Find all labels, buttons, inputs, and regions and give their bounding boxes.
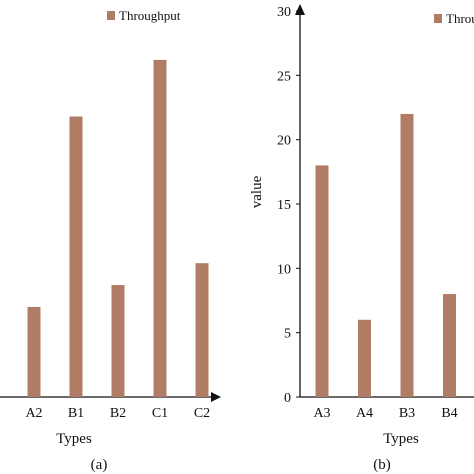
panel-b-bar-a4 (358, 319, 371, 397)
panel-a-caption: (a) (91, 457, 108, 473)
panel-a-x-tick-labels: A2 B1 B2 C1 C2 (25, 406, 210, 421)
panel-b-bar-a3 (315, 165, 329, 397)
panel-b-bar-b3 (400, 113, 414, 397)
panel-a-legend-swatch (107, 11, 115, 20)
panel-a-bars (27, 59, 209, 398)
panel-a-legend-label: Throughput (119, 8, 181, 23)
panel-b-x-tick-a3: A3 (313, 406, 330, 421)
panel-b-y-tick-label-30: 30 (277, 5, 291, 20)
panel-b-y-axis-arrow (295, 4, 305, 15)
panel-b-y-tick-label-10: 10 (277, 262, 291, 277)
panel-b-x-tick-labels: A3 A4 B3 B4 (313, 406, 457, 421)
panel-b: 0 5 10 15 20 25 30 A3 A4 B3 B4 value Types (b) Th… (249, 4, 474, 473)
panel-b-y-tick-label-25: 25 (277, 69, 291, 84)
panel-a-x-axis-arrow (211, 392, 221, 402)
panel-b-bar-b4 (443, 294, 456, 397)
panel-a-x-tick-a2: A2 (25, 406, 42, 421)
panel-b-y-tick-label-20: 20 (277, 134, 291, 149)
panel-b-caption: (b) (373, 457, 391, 473)
panel-a-bar-b2 (111, 285, 125, 397)
panel-a-x-tick-b2: B2 (110, 406, 126, 421)
panel-a-x-tick-c1: C1 (152, 406, 168, 421)
panel-a-x-tick-b1: B1 (68, 406, 84, 421)
panel-a-bar-b1 (69, 116, 83, 398)
panel-b-y-tick-label-0: 0 (284, 391, 291, 406)
panel-b-y-tick-label-5: 5 (284, 327, 291, 342)
panel-b-x-axis-label: Types (383, 431, 419, 447)
panel-b-x-tick-a4: A4 (356, 406, 373, 421)
panel-a-bar-a2 (27, 306, 41, 397)
panel-a-bar-c1 (153, 59, 167, 397)
panel-a-x-axis-label: Types (56, 431, 92, 447)
panel-b-legend-label: Throughput (446, 11, 474, 26)
panel-b-y-tick-label-15: 15 (277, 198, 291, 213)
panel-a: A2 B1 B2 C1 C2 Types (a) Throughput (0, 8, 221, 473)
panel-b-y-axis-label: value (249, 175, 265, 208)
panel-b-bars (315, 113, 456, 397)
panel-b-y-ticks: 0 5 10 15 20 25 30 (277, 5, 300, 406)
panel-a-bar-c2 (195, 263, 209, 397)
panel-a-x-tick-c2: C2 (194, 406, 210, 421)
panel-b-legend-swatch (434, 14, 442, 23)
panel-b-x-tick-b3: B3 (399, 406, 415, 421)
panel-b-x-tick-b4: B4 (441, 406, 457, 421)
